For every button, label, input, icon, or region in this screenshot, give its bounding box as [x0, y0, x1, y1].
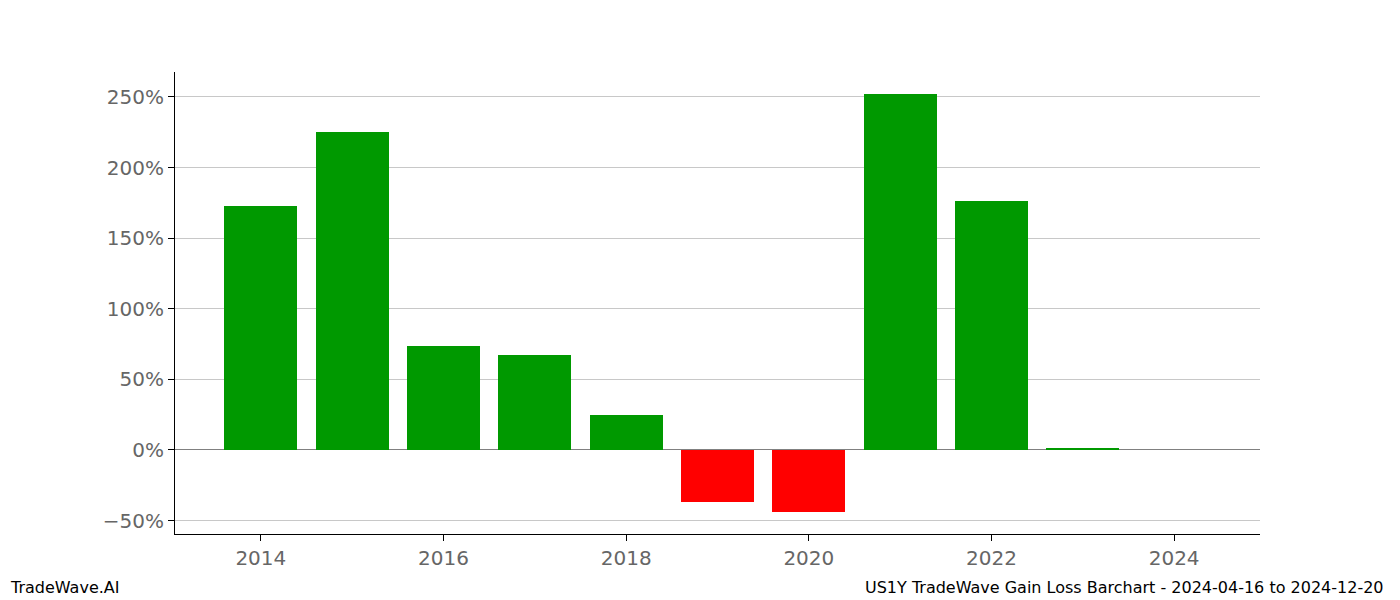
- svg-text:US1Y TradeWave Gain Loss Barch: US1Y TradeWave Gain Loss Barchart - 2024…: [865, 578, 1384, 597]
- svg-text:2024: 2024: [1149, 546, 1200, 570]
- svg-text:2020: 2020: [783, 546, 834, 570]
- svg-text:2018: 2018: [601, 546, 652, 570]
- svg-text:2016: 2016: [418, 546, 469, 570]
- svg-text:250%: 250%: [107, 85, 164, 109]
- svg-text:0%: 0%: [132, 438, 164, 462]
- svg-text:2014: 2014: [235, 546, 286, 570]
- svg-text:−50%: −50%: [103, 509, 164, 533]
- svg-text:50%: 50%: [120, 367, 164, 391]
- svg-text:150%: 150%: [107, 226, 164, 250]
- svg-text:100%: 100%: [107, 297, 164, 321]
- svg-text:2022: 2022: [966, 546, 1017, 570]
- svg-text:200%: 200%: [107, 156, 164, 180]
- svg-text:TradeWave.AI: TradeWave.AI: [10, 578, 119, 597]
